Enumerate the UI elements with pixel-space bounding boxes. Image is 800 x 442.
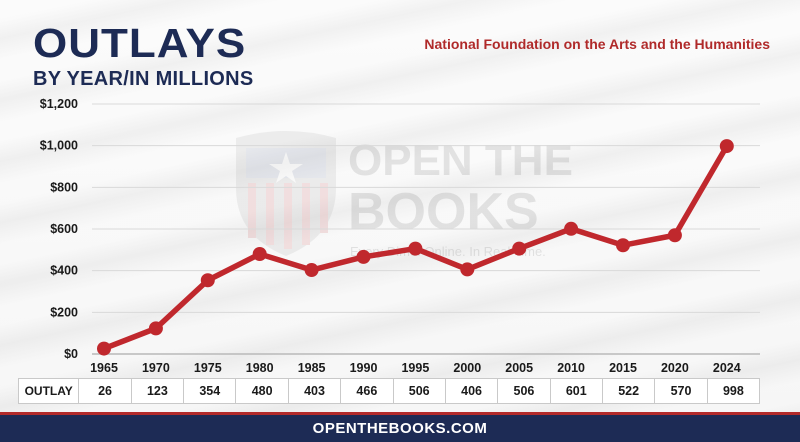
table-row-label: OUTLAY	[18, 378, 80, 404]
data-point	[616, 238, 630, 253]
watermark-line2: BOOKS	[348, 183, 539, 241]
watermark: OPEN THE BOOKS Every Dime. Online. In Re…	[226, 128, 586, 268]
table-cell: 506	[393, 378, 446, 404]
x-tick-label: 1990	[350, 361, 378, 375]
y-tick-label: $400	[50, 264, 78, 278]
table-cell: 506	[498, 378, 551, 404]
chart-title: OUTLAYS	[33, 21, 247, 67]
table-cell: 601	[550, 378, 603, 404]
x-tick-label: 1985	[298, 361, 326, 375]
background	[0, 0, 800, 412]
x-tick-label: 1980	[246, 361, 274, 375]
data-point	[304, 263, 319, 278]
x-tick-label: 2015	[609, 361, 637, 375]
data-point	[408, 241, 423, 256]
table-cell: 123	[131, 378, 185, 404]
y-tick-label: $200	[50, 305, 78, 319]
x-tick-label: 2010	[557, 361, 585, 375]
footer-stripe	[0, 412, 800, 415]
table-cell: 522	[602, 378, 656, 404]
outlay-table: OUTLAY 26 123 354 480 403 466 506 406 506 601 522 57…	[18, 378, 761, 404]
table-cell: 466	[341, 378, 394, 404]
series-points	[97, 139, 734, 356]
data-point	[200, 273, 215, 288]
x-tick-label: 2005	[505, 361, 533, 375]
chart-subtitle: BY YEAR/IN MILLIONS	[33, 68, 254, 90]
watermark-line1: OPEN THE	[348, 136, 573, 185]
y-axis: $0 $200 $400 $600 $800 $1,000 $1,200	[40, 97, 78, 361]
x-tick-label: 2020	[661, 361, 689, 375]
x-axis: 1965 1970 1975 1980 1985 1990 1995 2000 2005 2010…	[90, 361, 741, 375]
x-tick-label: 1975	[194, 361, 222, 375]
table-cell: 354	[184, 378, 237, 404]
data-point	[148, 321, 163, 336]
data-point	[564, 221, 579, 236]
table-cell: 570	[655, 378, 708, 404]
data-point	[460, 262, 475, 277]
table-cell: 26	[79, 378, 132, 404]
y-tick-label: $600	[50, 222, 78, 236]
y-tick-label: $0	[64, 347, 78, 361]
table-cell: 480	[236, 378, 289, 404]
shield-icon	[236, 131, 336, 256]
line-chart: $0$200$400$600$800$1,000$1,200 1965 1970 1…	[40, 97, 760, 375]
data-point	[252, 247, 267, 261]
y-tick-label: $1,200	[40, 97, 78, 111]
gridlines	[92, 103, 760, 355]
table-cell: 403	[288, 378, 342, 404]
data-point	[356, 249, 371, 264]
agency-name: National Foundation on the Arts and the …	[424, 36, 770, 52]
footer-url[interactable]: OPENTHEBOOKS.COM	[0, 415, 800, 442]
data-point	[97, 341, 111, 356]
x-tick-label: 2024	[713, 361, 741, 375]
x-tick-label: 1965	[90, 361, 118, 375]
x-tick-label: 1970	[142, 361, 170, 375]
x-tick-label: 1995	[401, 361, 429, 375]
data-point	[719, 139, 734, 154]
table-cell: 406	[445, 378, 499, 404]
data-point	[512, 241, 527, 256]
data-point	[667, 228, 682, 243]
x-tick-label: 2000	[453, 361, 481, 375]
y-tick-label: $800	[50, 180, 78, 194]
table-cell: 998	[707, 378, 761, 404]
y-tick-label: $1,000	[40, 139, 78, 153]
